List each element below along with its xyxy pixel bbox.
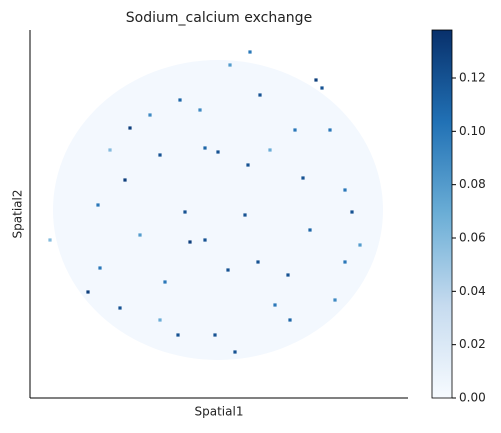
spot	[108, 148, 112, 152]
spot	[343, 260, 347, 264]
spot	[328, 128, 332, 132]
spot	[226, 268, 230, 272]
spot	[96, 203, 100, 207]
spot	[158, 318, 162, 322]
spot	[198, 108, 202, 112]
spot	[314, 78, 318, 82]
spot	[148, 113, 152, 117]
spot	[188, 240, 192, 244]
spot	[178, 98, 182, 102]
colorbar-tick-label: 0.04	[459, 284, 486, 298]
spot	[288, 318, 292, 322]
colorbar-tick-label: 0.02	[459, 337, 486, 351]
spot	[216, 150, 220, 154]
spot	[128, 126, 132, 130]
spot	[213, 333, 217, 337]
colorbar-tick-label: 0.06	[459, 231, 486, 245]
spot	[293, 128, 297, 132]
chart-title: Sodium_calcium exchange	[126, 10, 312, 26]
spot	[308, 228, 312, 232]
colorbar-tick-label: 0.00	[459, 391, 486, 405]
tissue-area	[53, 60, 383, 360]
spot	[203, 146, 207, 150]
spot	[246, 163, 250, 167]
spot	[320, 86, 324, 90]
spot	[163, 280, 167, 284]
spot	[203, 238, 207, 242]
spot	[301, 176, 305, 180]
y-axis-label: Spatial2	[11, 190, 25, 239]
spot	[273, 303, 277, 307]
spot	[258, 93, 262, 97]
spot	[358, 243, 362, 247]
spot	[350, 210, 354, 214]
spot	[118, 306, 122, 310]
x-axis-label: Spatial1	[195, 405, 244, 419]
spot	[176, 333, 180, 337]
colorbar	[431, 29, 453, 399]
spot	[228, 63, 232, 67]
colorbar-tick-label: 0.10	[459, 124, 486, 138]
spot	[248, 50, 252, 54]
spot	[86, 290, 90, 294]
spot	[233, 350, 237, 354]
spot	[123, 178, 127, 182]
spot	[268, 148, 272, 152]
spot	[48, 238, 52, 242]
spot	[256, 260, 260, 264]
spot	[138, 233, 142, 237]
spot	[333, 298, 337, 302]
spot	[243, 213, 247, 217]
spot	[158, 153, 162, 157]
spot	[343, 188, 347, 192]
spot	[98, 266, 102, 270]
colorbar-tick-label: 0.08	[459, 177, 486, 191]
spot	[286, 273, 290, 277]
colorbar-tick-label: 0.12	[459, 71, 486, 85]
spot	[183, 210, 187, 214]
